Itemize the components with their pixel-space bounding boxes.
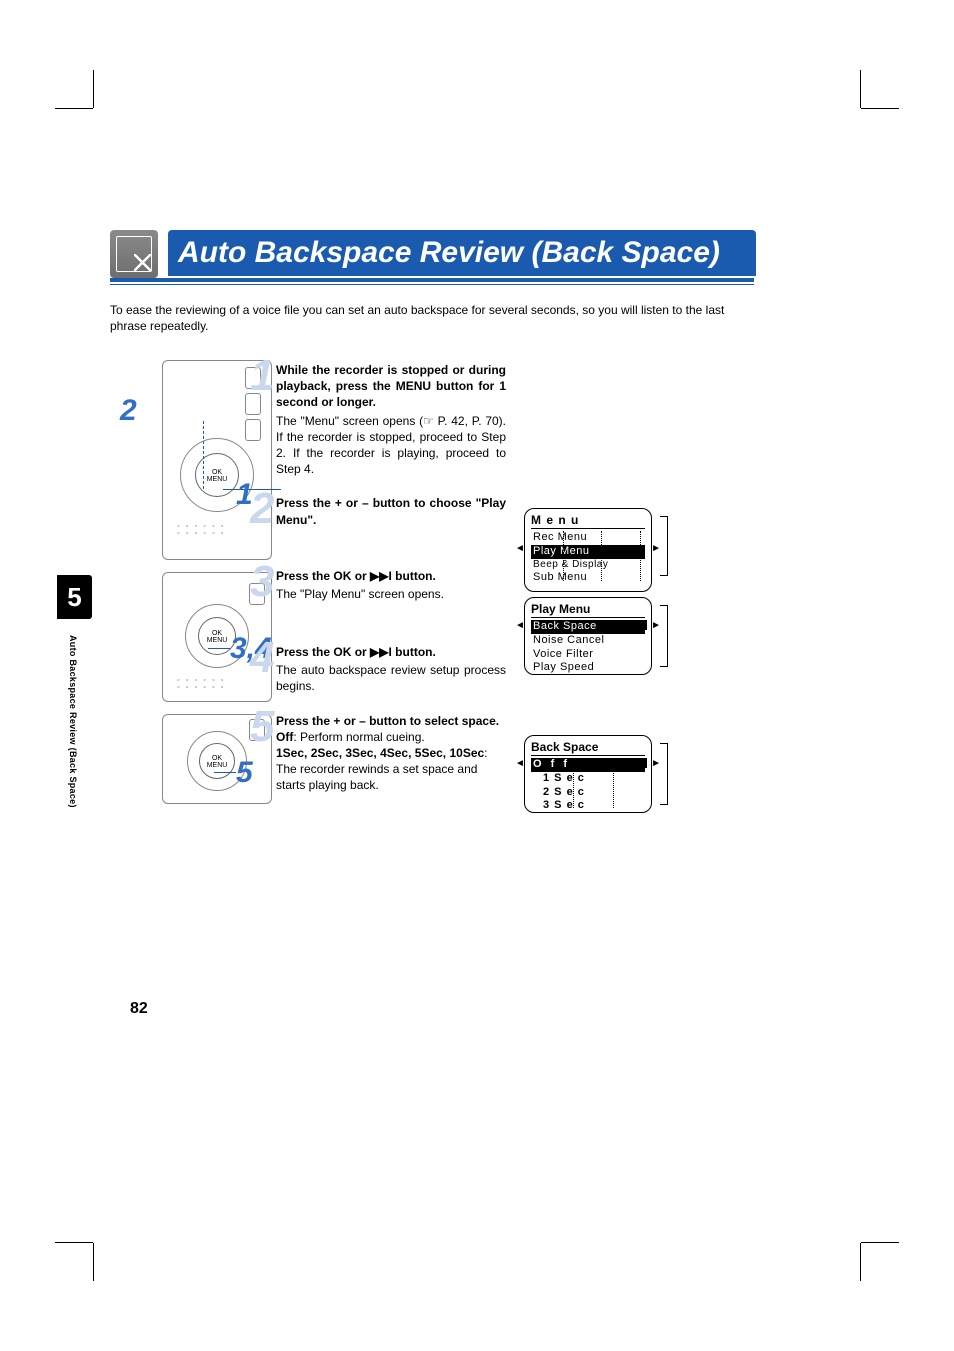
lcd-row-selected: Back Space xyxy=(531,620,645,634)
step-description: The "Play Menu" screen opens. xyxy=(276,586,506,602)
lcd-row: Voice Filter xyxy=(531,648,645,662)
step-title: While the recorder is stopped or during … xyxy=(276,362,506,411)
lcd-row-selected: O f f xyxy=(531,758,645,772)
step-option: Off: Perform normal cueing. xyxy=(276,729,506,745)
lcd-row: Rec Menu xyxy=(531,531,645,545)
callout-line xyxy=(203,421,204,489)
text: or xyxy=(340,714,359,728)
lcd-row: 2 S e c xyxy=(531,786,645,800)
section-icon xyxy=(110,230,158,278)
option-label: 1Sec, 2Sec, 3Sec, 4Sec, 5Sec, 10Sec xyxy=(276,746,484,760)
step-title: Press the + or – button to select space. xyxy=(276,713,506,729)
step-description: The "Menu" screen opens (☞ P. 42, P. 70)… xyxy=(276,413,506,478)
lcd-play-menu-screen: Play Menu Back Space Noise Cancel Voice … xyxy=(524,597,652,675)
lcd-dotted-divider xyxy=(640,531,641,581)
text: Press the xyxy=(276,645,333,659)
step-3: 3 Press the OK or ▶▶I button. The "Play … xyxy=(258,568,506,602)
text: Press the xyxy=(276,496,335,510)
lcd-side-bracket xyxy=(660,743,668,805)
lcd-row: Noise Cancel xyxy=(531,634,645,648)
steps-column: 1 While the recorder is stopped or durin… xyxy=(258,362,506,812)
lcd-dotted-divider xyxy=(601,531,602,581)
lcd-dotted-divider xyxy=(613,758,614,808)
title-rule-thin xyxy=(110,284,754,285)
lcd-title: Play Menu xyxy=(531,602,645,618)
text: or xyxy=(351,569,370,583)
lcd-side-bracket xyxy=(660,605,668,667)
step-1: 1 While the recorder is stopped or durin… xyxy=(258,362,506,477)
crop-mark xyxy=(860,70,861,108)
menu-label: MENU xyxy=(396,379,431,393)
text: button to select space. xyxy=(366,714,499,728)
lcd-title: M e n u xyxy=(531,513,645,529)
fast-forward-symbol: ▶▶I xyxy=(370,645,392,659)
page-title: Auto Backspace Review (Back Space) xyxy=(168,230,756,276)
lcd-back-space-screen: Back Space O f f 1 S e c 2 S e c 3 S e c… xyxy=(524,735,652,813)
crop-mark xyxy=(861,1242,899,1243)
intro-paragraph: To ease the reviewing of a voice file yo… xyxy=(110,302,754,334)
crop-mark xyxy=(861,108,899,109)
crop-mark xyxy=(93,1243,94,1281)
lcd-dotted-divider xyxy=(563,531,564,581)
step-5: 5 Press the + or – button to select spac… xyxy=(258,713,506,794)
side-running-head: Auto Backspace Review (Back Space) xyxy=(68,635,78,808)
step-description: The auto backspace review setup process … xyxy=(276,662,506,694)
text: or xyxy=(351,645,370,659)
fast-forward-symbol: ▶▶I xyxy=(370,569,392,583)
callout-number-5: 5 xyxy=(236,756,253,790)
minus-symbol: – xyxy=(359,714,366,728)
title-rule xyxy=(110,278,754,282)
plus-symbol: + xyxy=(335,496,342,510)
lcd-row: 3 S e c xyxy=(531,799,645,813)
text: Press the xyxy=(276,569,333,583)
lcd-arrow-left-icon: ◄ xyxy=(515,620,525,631)
speaker-dots: ° ° ° ° ° °° ° ° ° ° ° xyxy=(177,679,226,693)
lcd-arrow-left-icon: ◄ xyxy=(515,758,525,769)
step-title: Press the OK or ▶▶I button. xyxy=(276,644,506,660)
lcd-row-selected: Play Menu xyxy=(531,545,645,559)
option-label: Off xyxy=(276,730,293,744)
step-2: 2 Press the + or – button to choose "Pla… xyxy=(258,495,506,527)
lcd-arrow-left-icon: ◄ xyxy=(515,543,525,554)
step-4: 4 Press the OK or ▶▶I button. The auto b… xyxy=(258,644,506,695)
lcd-row: 1 S e c xyxy=(531,772,645,786)
step-option: 1Sec, 2Sec, 3Sec, 4Sec, 5Sec, 10Sec: The… xyxy=(276,745,506,794)
callout-line xyxy=(208,648,230,649)
callout-line xyxy=(214,772,236,773)
step-title: Press the + or – button to choose "Play … xyxy=(276,495,506,527)
crop-mark xyxy=(55,1242,93,1243)
lcd-row: Beep & Display xyxy=(531,559,645,572)
step-title: Press the OK or ▶▶I button. xyxy=(276,568,506,584)
speaker-dots: ° ° ° ° ° °° ° ° ° ° ° xyxy=(177,525,226,539)
ok-menu-button: OKMENU xyxy=(195,453,239,497)
crop-mark xyxy=(860,1243,861,1281)
text: button. xyxy=(392,645,436,659)
lcd-scrollbar xyxy=(644,620,647,630)
text: or xyxy=(342,496,362,510)
callout-number-2: 2 xyxy=(120,394,137,428)
ok-menu-button: OKMENU xyxy=(199,743,235,779)
chapter-tab: 5 xyxy=(57,575,92,619)
page-number: 82 xyxy=(130,1000,148,1336)
text: Press the xyxy=(276,714,333,728)
option-desc: : Perform normal cueing. xyxy=(293,730,424,744)
ok-label: OK xyxy=(333,645,351,659)
lcd-row: Sub Menu xyxy=(531,571,645,585)
lcd-dotted-divider xyxy=(573,758,574,808)
lcd-title: Back Space xyxy=(531,740,645,756)
ok-label: OK xyxy=(333,569,351,583)
lcd-scrollbar xyxy=(644,758,647,768)
lcd-side-bracket xyxy=(660,516,668,576)
text: button. xyxy=(392,569,436,583)
crop-mark xyxy=(55,108,93,109)
crop-mark xyxy=(93,70,94,108)
lcd-row: Play Speed xyxy=(531,661,645,675)
lcd-menu-screen: M e n u Rec Menu Play Menu Beep & Displa… xyxy=(524,508,652,592)
minus-symbol: – xyxy=(362,496,369,510)
